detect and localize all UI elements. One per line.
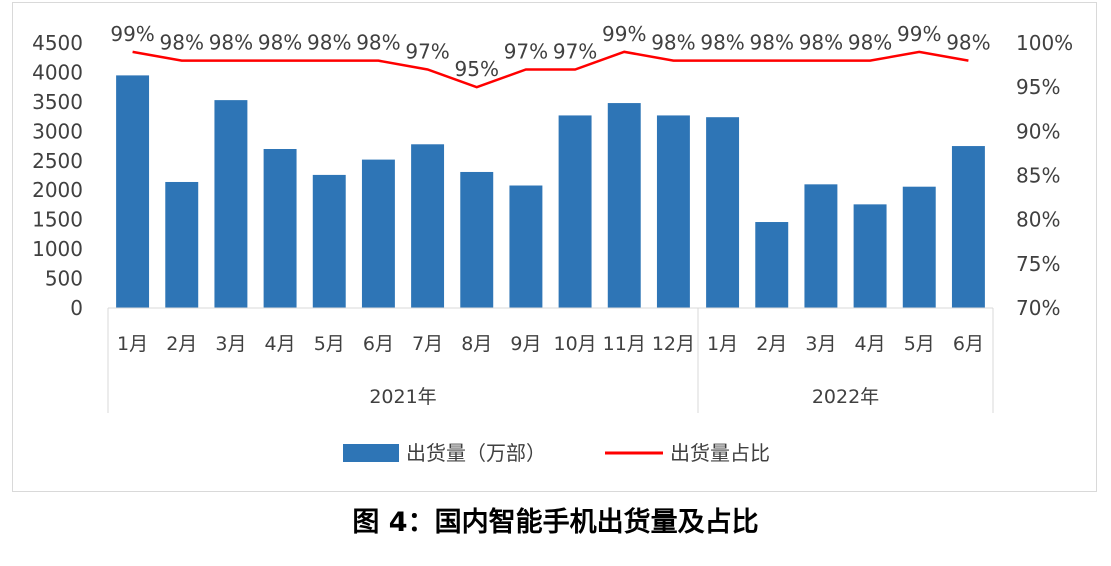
x-tick-label: 6月 — [363, 333, 394, 355]
bar — [411, 144, 445, 308]
data-label: 98% — [750, 31, 794, 55]
legend-label-line: 出货量占比 — [670, 441, 770, 465]
x-tick-label: 8月 — [461, 333, 492, 355]
bar — [755, 222, 789, 308]
x-tick-label: 6月 — [953, 333, 984, 355]
data-label: 98% — [946, 31, 990, 55]
x-tick-label: 4月 — [265, 333, 296, 355]
bar — [361, 159, 395, 308]
y-left-tick-label: 1500 — [32, 208, 83, 232]
x-tick-label: 1月 — [707, 333, 738, 355]
y-right-tick-label: 95% — [1016, 75, 1060, 99]
data-label: 98% — [651, 31, 695, 55]
y-right-tick-label: 70% — [1016, 296, 1060, 320]
bar — [706, 117, 740, 308]
bar — [214, 100, 248, 308]
data-label: 95% — [455, 57, 499, 81]
y-right-tick-label: 100% — [1016, 31, 1073, 55]
y-left-tick-label: 1000 — [32, 237, 83, 261]
y-left-tick-label: 500 — [45, 267, 83, 291]
x-tick-label: 3月 — [215, 333, 246, 355]
x-tick-label: 3月 — [805, 333, 836, 355]
x-tick-label: 4月 — [855, 333, 886, 355]
y-left-tick-label: 2500 — [32, 149, 83, 173]
x-tick-label: 10月 — [553, 333, 596, 355]
bar — [558, 115, 592, 308]
bar — [607, 103, 641, 308]
x-tick-label: 7月 — [412, 333, 443, 355]
y-right-tick-label: 85% — [1016, 164, 1060, 188]
chart: 0 500 1000 1500 2000 2500 3000 3500 4000 4500 70% 7… — [32, 22, 1073, 465]
bar — [312, 174, 346, 308]
x-tick-label: 5月 — [314, 333, 345, 355]
bar — [116, 75, 150, 308]
data-label: 98% — [209, 31, 253, 55]
group-label: 2021年 — [369, 386, 436, 408]
group-label: 2022年 — [812, 386, 879, 408]
y-right-tick-label: 75% — [1016, 252, 1060, 276]
legend-label-bar: 出货量（万部） — [406, 441, 546, 465]
bar — [263, 149, 297, 308]
x-tick-label: 11月 — [603, 333, 646, 355]
x-tick-label: 2月 — [166, 333, 197, 355]
bar — [165, 181, 199, 308]
y-left-tick-label: 3500 — [32, 90, 83, 114]
y-right-tick-label: 80% — [1016, 208, 1060, 232]
figure-caption: 图 4：国内智能手机出货量及占比 — [352, 507, 759, 538]
x-tick-label: 1月 — [117, 333, 148, 355]
x-tick-label: 9月 — [510, 333, 541, 355]
bar — [902, 186, 936, 308]
y-left-tick-label: 2000 — [32, 178, 83, 202]
y-right-tick-label: 90% — [1016, 119, 1060, 143]
data-label: 98% — [258, 31, 302, 55]
x-tick-label: 2月 — [756, 333, 787, 355]
data-label: 98% — [356, 31, 400, 55]
bar — [853, 204, 887, 308]
bar — [804, 184, 838, 308]
y-left-tick-label: 0 — [70, 296, 83, 320]
chart-frame: 0 500 1000 1500 2000 2500 3000 3500 4000 4500 70% 7… — [12, 2, 1097, 492]
data-label: 98% — [700, 31, 744, 55]
legend-swatch-bar — [343, 444, 399, 462]
y-left-tick-label: 3000 — [32, 119, 83, 143]
y-left-tick-label: 4000 — [32, 60, 83, 84]
data-label: 98% — [848, 31, 892, 55]
data-label: 99% — [602, 22, 646, 46]
data-label: 98% — [160, 31, 204, 55]
x-tick-label: 5月 — [904, 333, 935, 355]
data-label: 97% — [504, 40, 548, 64]
data-label: 99% — [110, 22, 154, 46]
data-label: 97% — [553, 40, 597, 64]
data-label: 99% — [897, 22, 941, 46]
bar — [951, 146, 985, 308]
data-label: 98% — [307, 31, 351, 55]
share-line — [132, 50, 969, 89]
data-label: 98% — [799, 31, 843, 55]
y-left-tick-label: 4500 — [32, 31, 83, 55]
data-label: 97% — [405, 40, 449, 64]
bar — [656, 115, 690, 308]
bar — [460, 171, 494, 308]
x-tick-label: 12月 — [652, 333, 695, 355]
bar — [509, 185, 543, 308]
